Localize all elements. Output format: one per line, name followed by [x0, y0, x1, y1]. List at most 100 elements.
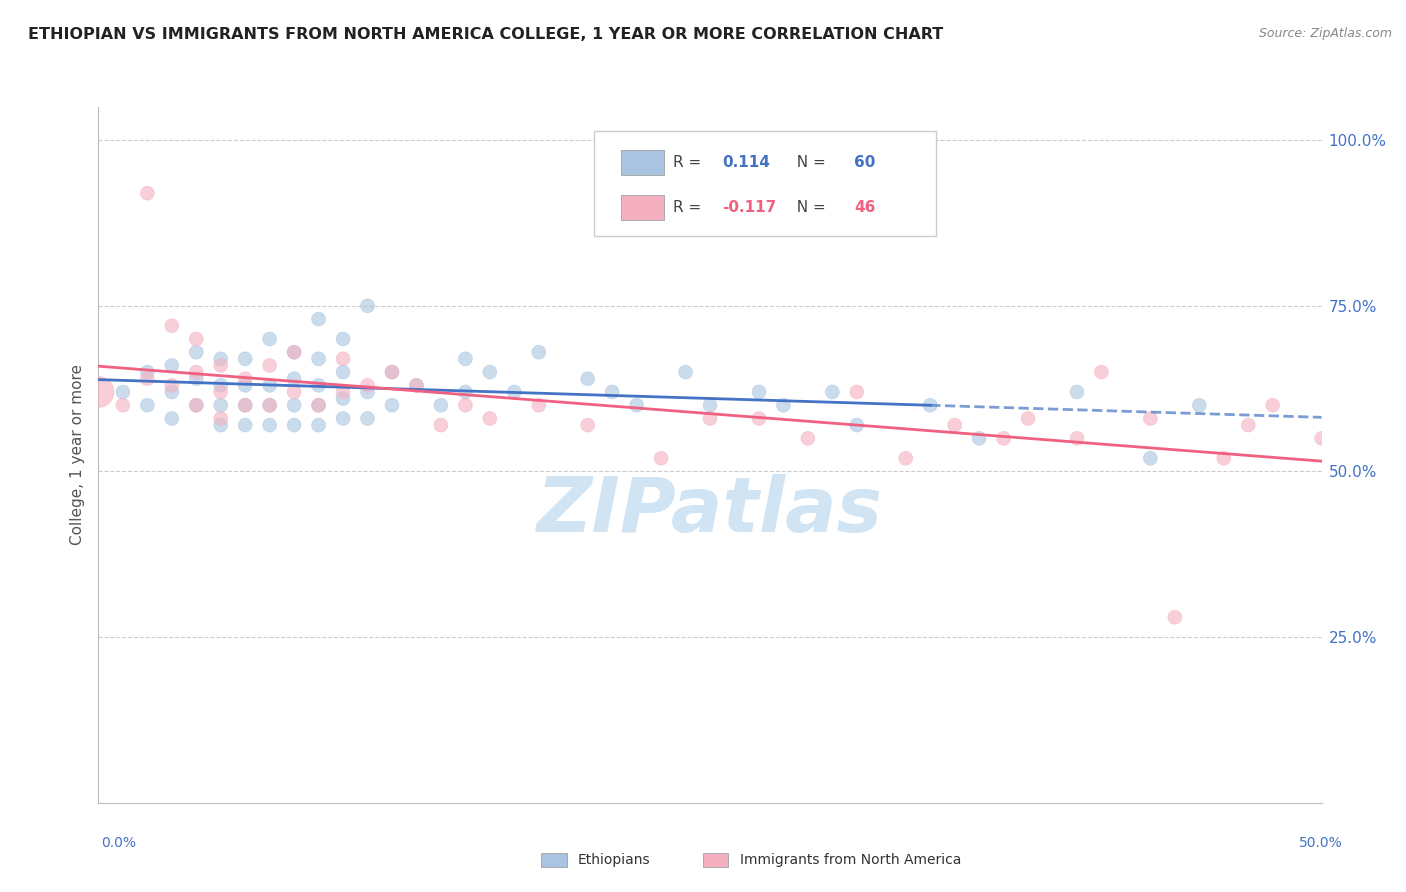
Point	[405, 378, 427, 392]
Point	[920, 398, 942, 412]
Point	[845, 384, 868, 399]
Point	[454, 398, 477, 412]
Point	[478, 411, 501, 425]
Point	[332, 351, 354, 366]
Point	[259, 398, 281, 412]
Point	[626, 398, 648, 412]
Point	[650, 451, 672, 466]
Point	[675, 365, 697, 379]
Point	[136, 372, 159, 386]
Point	[821, 384, 844, 399]
Text: 50.0%: 50.0%	[1299, 836, 1343, 850]
Point	[381, 365, 404, 379]
Point	[209, 351, 232, 366]
Text: R =: R =	[673, 154, 706, 169]
Point	[186, 398, 208, 412]
Point	[356, 411, 378, 425]
Point	[1212, 451, 1234, 466]
Point	[136, 365, 159, 379]
Text: 0.0%: 0.0%	[101, 836, 136, 850]
Point	[308, 378, 330, 392]
Point	[356, 378, 378, 392]
Point	[332, 411, 354, 425]
Point	[797, 431, 820, 445]
Point	[233, 372, 256, 386]
Point	[308, 351, 330, 366]
Point	[454, 384, 477, 399]
Point	[186, 372, 208, 386]
Bar	[620, 150, 664, 175]
Point	[503, 384, 526, 399]
Point	[772, 398, 794, 412]
Point	[308, 398, 330, 412]
Point	[308, 312, 330, 326]
Point	[1066, 431, 1088, 445]
Point	[233, 398, 256, 412]
Point	[1310, 431, 1333, 445]
Text: Immigrants from North America: Immigrants from North America	[740, 853, 960, 867]
Point	[160, 378, 183, 392]
Text: N =: N =	[787, 154, 831, 169]
Point	[283, 384, 305, 399]
Point	[259, 332, 281, 346]
Text: ETHIOPIAN VS IMMIGRANTS FROM NORTH AMERICA COLLEGE, 1 YEAR OR MORE CORRELATION C: ETHIOPIAN VS IMMIGRANTS FROM NORTH AMERI…	[28, 27, 943, 42]
Point	[209, 398, 232, 412]
Point	[748, 384, 770, 399]
Point	[845, 418, 868, 433]
Point	[209, 418, 232, 433]
Point	[233, 418, 256, 433]
Point	[160, 318, 183, 333]
Point	[332, 384, 354, 399]
Text: ZIPatlas: ZIPatlas	[537, 474, 883, 548]
Bar	[620, 195, 664, 220]
Text: 46: 46	[855, 200, 876, 215]
Point	[430, 398, 453, 412]
Point	[454, 351, 477, 366]
Point	[233, 351, 256, 366]
Point	[283, 345, 305, 359]
Point	[283, 345, 305, 359]
Y-axis label: College, 1 year or more: College, 1 year or more	[69, 365, 84, 545]
Point	[209, 384, 232, 399]
Point	[160, 359, 183, 373]
Point	[478, 365, 501, 379]
Point	[308, 398, 330, 412]
Point	[894, 451, 917, 466]
Point	[576, 418, 599, 433]
Point	[308, 418, 330, 433]
Point	[111, 398, 134, 412]
Point	[1237, 418, 1260, 433]
Point	[699, 398, 721, 412]
Point	[186, 332, 208, 346]
Point	[259, 398, 281, 412]
Point	[186, 365, 208, 379]
Point	[993, 431, 1015, 445]
Point	[332, 332, 354, 346]
Point	[1164, 610, 1187, 624]
Point	[209, 359, 232, 373]
Point	[748, 411, 770, 425]
Point	[576, 372, 599, 386]
Point	[1066, 384, 1088, 399]
Point	[233, 378, 256, 392]
Point	[699, 411, 721, 425]
Point	[136, 398, 159, 412]
Point	[527, 345, 550, 359]
Point	[186, 398, 208, 412]
Point	[430, 418, 453, 433]
Text: 0.114: 0.114	[723, 154, 770, 169]
Point	[332, 392, 354, 406]
Text: Ethiopians: Ethiopians	[578, 853, 651, 867]
Text: Source: ZipAtlas.com: Source: ZipAtlas.com	[1258, 27, 1392, 40]
Point	[160, 411, 183, 425]
Point	[1188, 398, 1211, 412]
Point	[332, 365, 354, 379]
Point	[943, 418, 966, 433]
Point	[600, 384, 623, 399]
Point	[356, 299, 378, 313]
Point	[209, 411, 232, 425]
Point	[259, 359, 281, 373]
Point	[186, 345, 208, 359]
Point	[1261, 398, 1284, 412]
Text: N =: N =	[787, 200, 831, 215]
